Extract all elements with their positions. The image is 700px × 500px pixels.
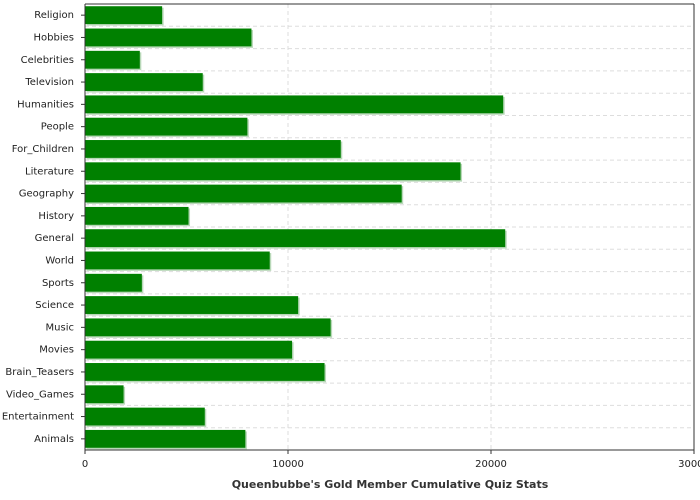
bar [85,318,331,337]
x-tick-label: 30000 [678,459,700,470]
y-tick-label: Hobbies [34,32,74,43]
bar [85,6,163,25]
y-tick-label: Literature [25,166,74,177]
bar [85,28,252,47]
bar [85,363,325,381]
y-tick-label: Humanities [17,99,74,110]
bar [85,429,246,448]
y-tick-label: Movies [39,345,74,356]
y-tick-label: Science [35,300,74,311]
x-tick-label: 0 [82,459,88,470]
bar [85,95,504,114]
y-tick-label: Religion [34,10,74,21]
bar [85,73,203,91]
bar [85,206,189,225]
x-tick-label: 20000 [475,459,507,470]
y-tick-label: For_Children [12,144,74,155]
bar [85,385,124,404]
y-tick-label: General [35,233,74,244]
bar [85,162,461,181]
y-tick-label: World [45,255,74,266]
bar [85,50,140,69]
bar [85,296,299,314]
bar [85,273,142,292]
y-tick-label: Entertainment [2,412,74,423]
bar [85,117,248,136]
bar [85,407,205,426]
y-tick-label: Geography [19,189,74,200]
y-tick-label: Brain_Teasers [5,367,74,378]
y-tick-label: Video_Games [6,389,74,400]
y-tick-label: People [41,122,74,133]
bar [85,340,293,359]
bar [85,229,506,248]
y-tick-label: Television [24,77,74,88]
x-tick-label: 10000 [272,459,304,470]
y-tick-label: Animals [34,434,74,445]
y-tick-label: Music [46,322,74,333]
bar [85,251,270,270]
bar [85,184,402,203]
y-tick-label: Sports [42,278,74,289]
y-tick-label: Celebrities [21,55,74,66]
chart-title: Queenbubbe's Gold Member Cumulative Quiz… [232,478,549,491]
bar [85,140,341,158]
y-tick-label: History [38,211,74,222]
